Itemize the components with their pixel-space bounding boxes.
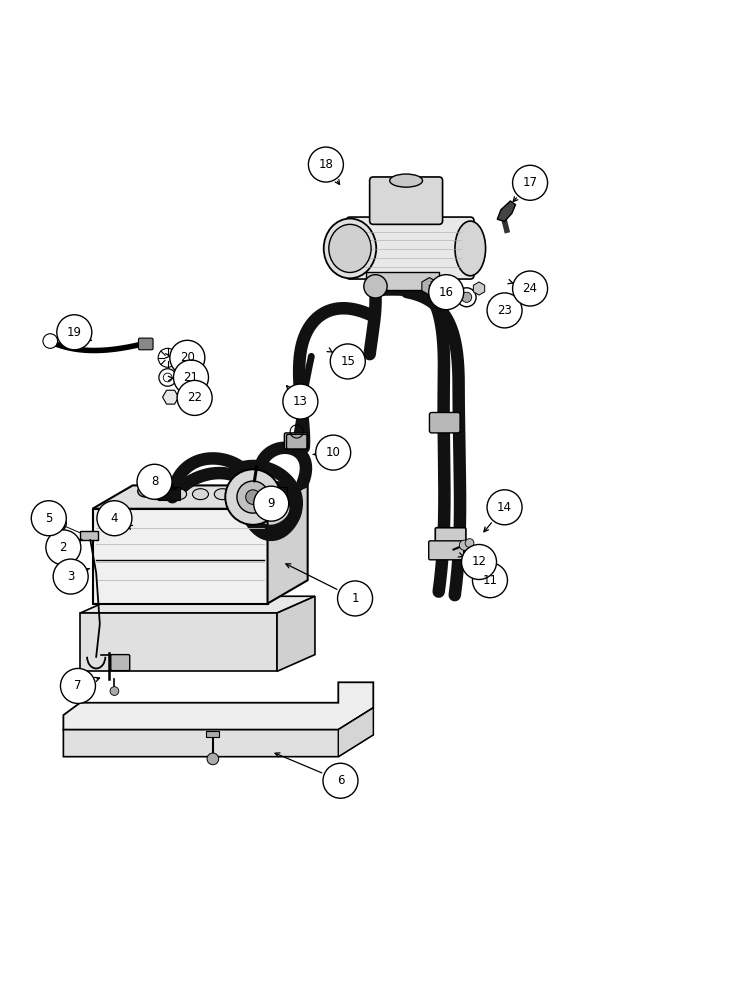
Circle shape bbox=[460, 540, 469, 550]
Text: 5: 5 bbox=[45, 512, 53, 525]
Circle shape bbox=[315, 435, 351, 470]
Ellipse shape bbox=[193, 489, 209, 500]
Circle shape bbox=[237, 481, 269, 513]
Text: 3: 3 bbox=[67, 570, 75, 583]
FancyBboxPatch shape bbox=[80, 531, 98, 540]
Circle shape bbox=[487, 293, 522, 328]
Circle shape bbox=[137, 464, 172, 499]
Text: 8: 8 bbox=[151, 475, 158, 488]
Ellipse shape bbox=[329, 224, 371, 272]
Circle shape bbox=[97, 501, 132, 536]
Circle shape bbox=[225, 469, 280, 525]
Text: 17: 17 bbox=[523, 176, 537, 189]
FancyBboxPatch shape bbox=[430, 412, 460, 433]
FancyBboxPatch shape bbox=[111, 655, 130, 671]
Text: 6: 6 bbox=[337, 774, 344, 787]
Circle shape bbox=[512, 271, 548, 306]
FancyBboxPatch shape bbox=[158, 487, 180, 500]
Text: 1: 1 bbox=[351, 592, 359, 605]
Circle shape bbox=[31, 501, 67, 536]
FancyBboxPatch shape bbox=[286, 434, 307, 449]
Text: 15: 15 bbox=[340, 355, 355, 368]
Circle shape bbox=[462, 544, 496, 579]
Circle shape bbox=[429, 275, 463, 310]
Polygon shape bbox=[497, 201, 515, 221]
Polygon shape bbox=[80, 613, 277, 671]
Text: 24: 24 bbox=[523, 282, 537, 295]
Text: 9: 9 bbox=[267, 497, 275, 510]
Circle shape bbox=[46, 530, 81, 565]
Ellipse shape bbox=[269, 485, 277, 493]
Ellipse shape bbox=[324, 219, 376, 278]
Text: 20: 20 bbox=[180, 351, 195, 364]
Ellipse shape bbox=[140, 484, 152, 493]
Circle shape bbox=[330, 344, 365, 379]
Ellipse shape bbox=[138, 485, 154, 497]
Text: 12: 12 bbox=[471, 555, 487, 568]
Circle shape bbox=[177, 380, 212, 415]
FancyBboxPatch shape bbox=[429, 541, 463, 560]
Text: 7: 7 bbox=[74, 679, 82, 692]
Text: 22: 22 bbox=[187, 391, 202, 404]
Ellipse shape bbox=[149, 489, 165, 500]
Circle shape bbox=[53, 559, 88, 594]
Text: 21: 21 bbox=[184, 371, 198, 384]
Circle shape bbox=[487, 490, 522, 525]
Circle shape bbox=[246, 490, 261, 504]
Circle shape bbox=[55, 520, 62, 527]
FancyBboxPatch shape bbox=[266, 487, 287, 500]
Circle shape bbox=[207, 753, 219, 765]
Polygon shape bbox=[64, 708, 373, 757]
Text: 18: 18 bbox=[318, 158, 333, 171]
Circle shape bbox=[283, 384, 318, 419]
Circle shape bbox=[512, 165, 548, 200]
Circle shape bbox=[61, 668, 95, 703]
Circle shape bbox=[173, 360, 209, 395]
Ellipse shape bbox=[389, 174, 422, 187]
Polygon shape bbox=[277, 596, 315, 671]
Polygon shape bbox=[268, 485, 307, 604]
Circle shape bbox=[170, 340, 205, 375]
FancyBboxPatch shape bbox=[206, 731, 220, 737]
Polygon shape bbox=[92, 509, 268, 604]
Circle shape bbox=[337, 581, 373, 616]
Circle shape bbox=[308, 147, 343, 182]
Text: 23: 23 bbox=[497, 304, 512, 317]
Text: 10: 10 bbox=[326, 446, 340, 459]
Ellipse shape bbox=[171, 489, 187, 500]
Circle shape bbox=[323, 763, 358, 798]
Text: 4: 4 bbox=[111, 512, 118, 525]
Ellipse shape bbox=[214, 489, 231, 500]
Circle shape bbox=[462, 292, 471, 302]
FancyBboxPatch shape bbox=[436, 528, 466, 547]
Text: 11: 11 bbox=[482, 574, 498, 587]
Polygon shape bbox=[80, 596, 315, 613]
Circle shape bbox=[472, 563, 507, 598]
FancyBboxPatch shape bbox=[346, 217, 474, 279]
Polygon shape bbox=[64, 682, 373, 730]
Circle shape bbox=[110, 687, 119, 695]
Text: 2: 2 bbox=[59, 541, 67, 554]
FancyBboxPatch shape bbox=[370, 177, 443, 224]
Ellipse shape bbox=[258, 489, 274, 500]
Ellipse shape bbox=[455, 221, 485, 276]
Polygon shape bbox=[338, 708, 373, 757]
Circle shape bbox=[465, 539, 474, 547]
Text: 14: 14 bbox=[497, 501, 512, 514]
Circle shape bbox=[43, 334, 58, 348]
FancyBboxPatch shape bbox=[366, 272, 439, 290]
Ellipse shape bbox=[236, 489, 253, 500]
FancyBboxPatch shape bbox=[284, 433, 307, 449]
Circle shape bbox=[57, 315, 92, 350]
FancyBboxPatch shape bbox=[138, 338, 153, 350]
Text: 19: 19 bbox=[67, 326, 82, 339]
Circle shape bbox=[254, 486, 288, 521]
Text: 13: 13 bbox=[293, 395, 308, 408]
Ellipse shape bbox=[266, 486, 279, 496]
Circle shape bbox=[364, 275, 387, 298]
Polygon shape bbox=[92, 485, 307, 509]
Text: 16: 16 bbox=[438, 286, 454, 299]
